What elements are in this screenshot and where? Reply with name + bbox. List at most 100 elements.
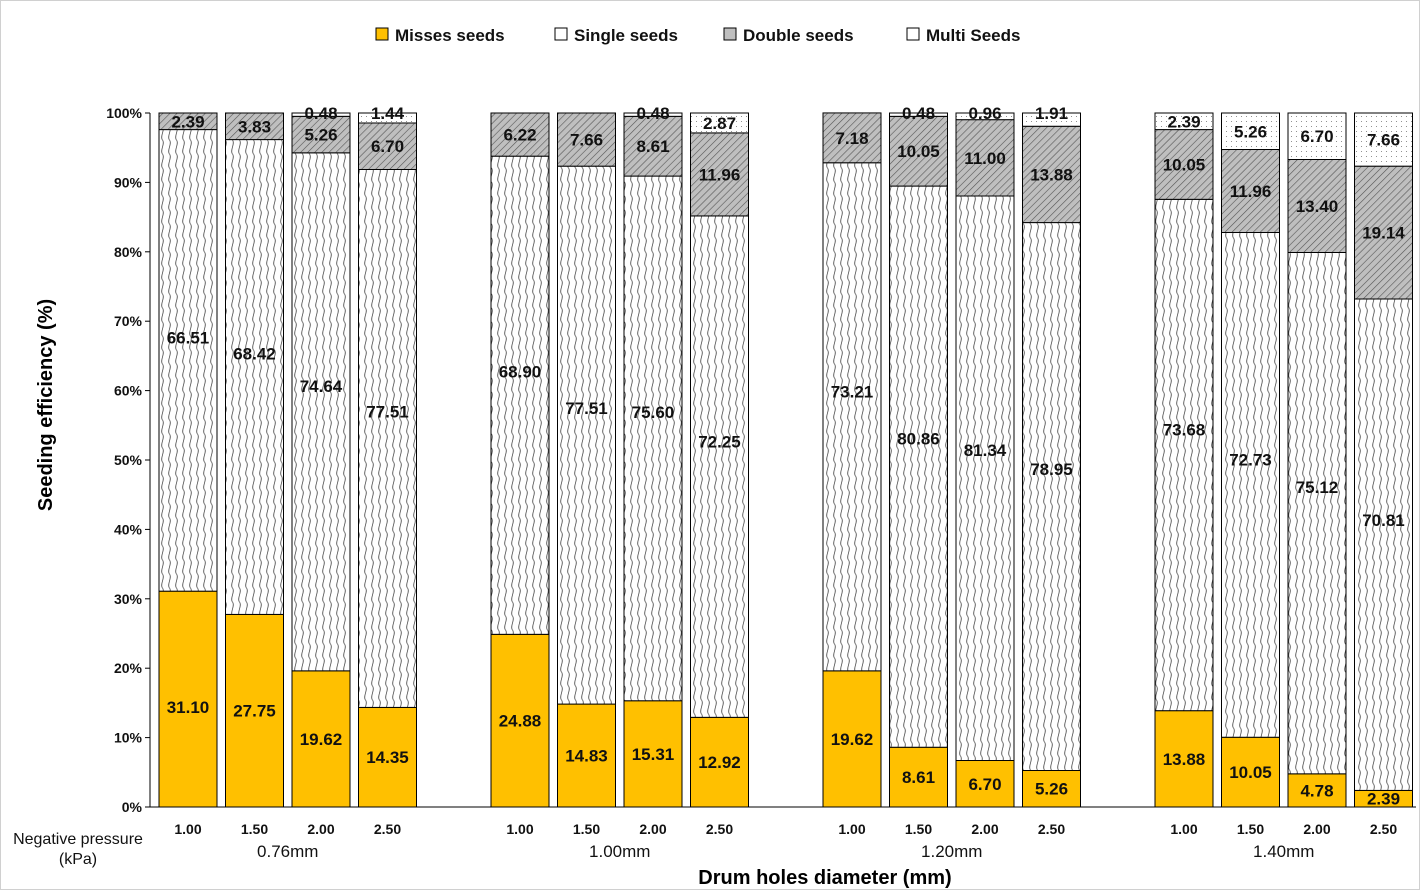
bar-segment (955, 112, 1015, 121)
bar-segment (1354, 165, 1413, 300)
bar-segment (1354, 298, 1413, 791)
bar-segment (490, 633, 550, 808)
segment-data-label: 8.61 (902, 768, 935, 787)
segment-data-label: 0.48 (304, 104, 337, 123)
bar-segment (1354, 112, 1413, 167)
pressure-tick-label: 2.50 (706, 821, 733, 837)
pressure-tick-label: 1.00 (838, 821, 865, 837)
bar-segment (225, 613, 284, 808)
bar-segment (158, 129, 218, 592)
bar-segment (889, 185, 948, 748)
bar-segment (358, 168, 417, 708)
segment-data-label: 7.18 (835, 129, 868, 148)
legend-swatch (554, 27, 568, 41)
y-tick-label: 80% (114, 244, 143, 260)
segment-data-label: 68.90 (499, 362, 542, 381)
segment-data-label: 81.34 (964, 441, 1007, 460)
segment-data-label: 6.22 (503, 126, 536, 145)
bar-segment (690, 112, 749, 134)
segment-data-label: 78.95 (1030, 460, 1073, 479)
pressure-tick-label: 1.00 (174, 821, 201, 837)
x-axis-title: Drum holes diameter (mm) (698, 867, 951, 889)
bar-segment (889, 112, 948, 117)
y-tick-label: 100% (106, 105, 142, 121)
segment-data-label: 13.88 (1030, 165, 1073, 184)
segment-data-label: 13.88 (1163, 750, 1206, 769)
legend-swatch (906, 27, 920, 41)
bar-segment (1022, 222, 1081, 771)
legend-label: Single seeds (574, 26, 678, 45)
segment-data-label: 4.78 (1300, 781, 1333, 800)
segment-data-label: 5.26 (1035, 780, 1068, 799)
pressure-tick-label: 1.50 (1237, 821, 1264, 837)
bar-segment (1154, 129, 1214, 200)
pressure-tick-label: 1.50 (241, 821, 268, 837)
segment-data-label: 10.05 (1163, 155, 1206, 174)
segment-data-label: 15.31 (632, 745, 675, 764)
y-axis-title: Seeding efficiency (%) (35, 299, 57, 511)
legend-label: Multi Seeds (926, 26, 1020, 45)
pressure-tick-label: 2.00 (971, 821, 998, 837)
segment-data-label: 2.39 (1367, 790, 1400, 809)
segment-data-label: 11.96 (699, 165, 741, 184)
segment-data-label: 0.96 (968, 104, 1001, 123)
bar-segment (291, 670, 351, 808)
segment-data-label: 13.40 (1296, 197, 1339, 216)
bar-segment (1154, 198, 1214, 712)
segment-data-label: 31.10 (167, 698, 210, 717)
bar-segment (291, 115, 351, 154)
diameter-group-label: 0.76mm (257, 842, 318, 861)
segment-data-label: 3.83 (238, 117, 271, 136)
legend: Misses seeds Single seeds Double seeds Mult… (375, 26, 1020, 45)
bar-segment (822, 670, 882, 808)
bar-segment (557, 112, 616, 167)
bar-segment (690, 716, 749, 808)
bar-segment (1022, 112, 1081, 127)
segment-data-label: 75.12 (1296, 478, 1339, 497)
pressure-tick-label: 2.00 (307, 821, 334, 837)
segment-data-label: 75.60 (632, 403, 675, 422)
bar-segment (822, 112, 882, 164)
segment-data-label: 5.26 (304, 126, 337, 145)
segment-data-label: 5.26 (1234, 122, 1267, 141)
segment-data-label: 19.62 (831, 730, 874, 749)
segment-data-label: 70.81 (1362, 511, 1405, 530)
segment-data-label: 8.61 (636, 137, 669, 156)
pressure-tick-label: 1.00 (1170, 821, 1197, 837)
segment-data-label: 10.05 (897, 142, 940, 161)
y-tick-label: 90% (114, 174, 143, 190)
bar-segment (291, 152, 351, 672)
bar-segment (557, 165, 616, 705)
bar-segment (225, 112, 284, 141)
bar-segment (490, 112, 550, 157)
segment-data-label: 77.51 (565, 399, 608, 418)
y-tick-label: 60% (114, 383, 143, 399)
bar-segment (955, 119, 1015, 197)
y-tick-label: 20% (114, 660, 143, 676)
segment-data-label: 10.05 (1229, 763, 1272, 782)
y-tick-label: 0% (122, 799, 143, 815)
y-tick-label: 30% (114, 591, 143, 607)
segment-data-label: 7.66 (570, 131, 603, 150)
segment-data-label: 7.66 (1367, 131, 1400, 150)
segment-data-label: 72.25 (698, 433, 741, 452)
bar-segment (889, 115, 948, 187)
segment-data-label: 11.96 (1230, 182, 1272, 201)
bar-segment (557, 703, 616, 808)
bar-segment (358, 122, 417, 170)
legend-swatch (375, 27, 389, 41)
segment-data-label: 1.91 (1035, 104, 1068, 123)
pressure-tick-label: 2.00 (639, 821, 666, 837)
pressure-tick-label: 2.50 (1038, 821, 1065, 837)
segment-labels-layer: 31.10 66.51 2.39 27.75 68.42 3.83 19.62 74.64 5.… (167, 104, 1406, 809)
segment-data-label: 12.92 (698, 753, 741, 772)
segment-data-label: 66.51 (167, 328, 210, 347)
bar-segment (225, 139, 284, 615)
y-tick-label: 50% (114, 452, 143, 468)
segment-data-label: 1.44 (371, 104, 405, 123)
bar-segment (1221, 736, 1280, 808)
bar-segment (822, 162, 882, 672)
segment-data-label: 2.39 (1167, 112, 1200, 131)
bar-segment (1154, 112, 1214, 131)
